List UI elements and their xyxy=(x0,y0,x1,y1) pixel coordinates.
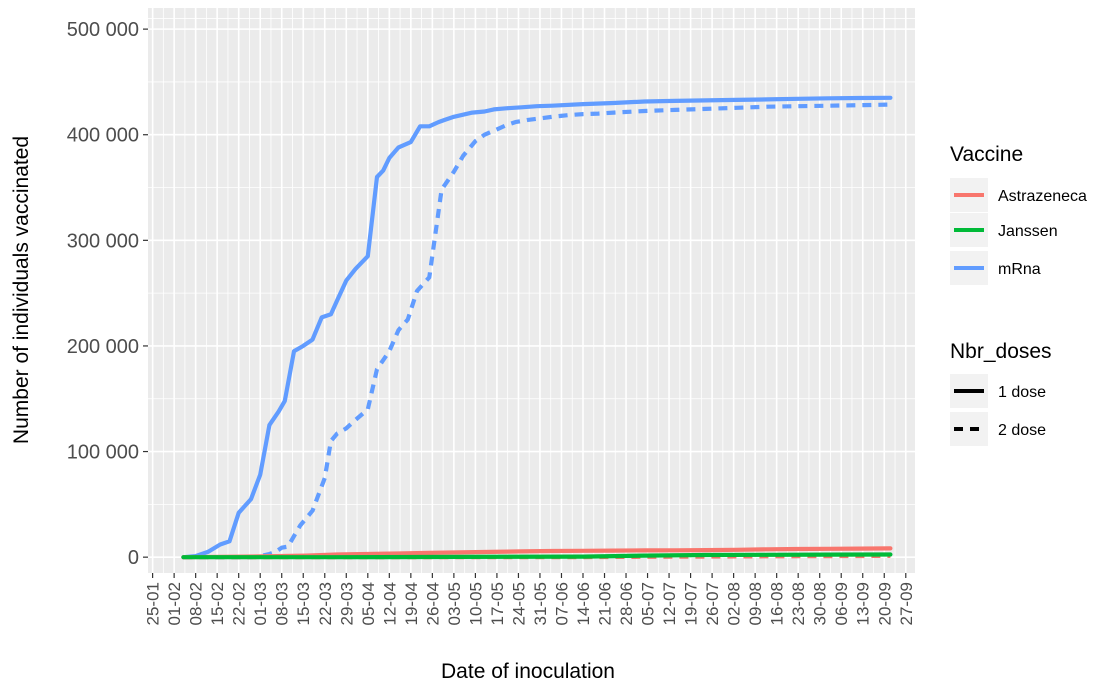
y-tick-label: 200 000 xyxy=(67,336,139,358)
x-tick-label: 13-09 xyxy=(854,582,873,625)
x-tick-label: 22-03 xyxy=(316,582,335,625)
x-tick-label: 23-08 xyxy=(789,582,808,625)
legend-doses: Nbr_doses 1 dose 2 dose xyxy=(950,340,1052,446)
x-tick-label: 12-07 xyxy=(660,582,679,625)
series-line-janssen-1dose xyxy=(181,552,893,560)
x-tick-label: 15-02 xyxy=(208,582,227,625)
x-axis: 25-01 01-02 08-02 15-02 22-02 01-03 08-03 15-03… xyxy=(144,573,916,625)
x-tick-label: 29-03 xyxy=(337,582,356,625)
x-tick-label: 19-04 xyxy=(402,582,421,625)
y-tick-label: 400 000 xyxy=(67,125,139,147)
x-tick-label: 22-02 xyxy=(230,582,249,625)
x-tick-label: 31-05 xyxy=(531,582,550,625)
y-tick-label: 0 xyxy=(128,547,139,569)
x-tick-label: 10-05 xyxy=(466,582,485,625)
x-tick-label: 08-02 xyxy=(187,582,206,625)
plot-panel xyxy=(148,8,915,573)
x-tick-label: 09-08 xyxy=(746,582,765,625)
x-tick-label: 02-08 xyxy=(725,582,744,625)
x-tick-label: 07-06 xyxy=(552,582,571,625)
series-line-astrazeneca-1dose xyxy=(181,546,893,560)
x-tick-label: 01-03 xyxy=(251,582,270,625)
legend-label-1dose: 1 dose xyxy=(998,384,1046,401)
x-tick-label: 26-07 xyxy=(703,582,722,625)
x-tick-label: 16-08 xyxy=(768,582,787,625)
legend-vaccine-title: Vaccine xyxy=(950,143,1023,166)
y-tick-label: 500 000 xyxy=(67,19,139,41)
x-tick-label: 17-05 xyxy=(488,582,507,625)
x-tick-label: 19-07 xyxy=(682,582,701,625)
x-tick-label: 28-06 xyxy=(617,582,636,625)
x-tick-label: 24-05 xyxy=(509,582,528,625)
series-line-mrna-1dose xyxy=(181,95,893,560)
x-tick-label: 03-05 xyxy=(445,582,464,625)
x-tick-label: 06-09 xyxy=(832,582,851,625)
x-tick-label: 15-03 xyxy=(294,582,313,625)
x-tick-label: 12-04 xyxy=(380,582,399,625)
x-tick-label: 21-06 xyxy=(596,582,615,625)
y-axis-title: Number of individuals vaccinated xyxy=(10,136,33,444)
legend-label-mrna: mRna xyxy=(998,261,1041,278)
legend-doses-title: Nbr_doses xyxy=(950,340,1052,363)
series-line-mrna-2dose xyxy=(183,102,891,560)
legend-label-astrazeneca: Astrazeneca xyxy=(998,188,1087,205)
x-tick-label: 05-07 xyxy=(639,582,658,625)
series-layer xyxy=(181,95,893,560)
grid-minor xyxy=(148,8,915,573)
legend-label-janssen: Janssen xyxy=(998,223,1058,240)
x-tick-label: 30-08 xyxy=(811,582,830,625)
x-tick-label: 27-09 xyxy=(897,582,916,625)
x-tick-label: 14-06 xyxy=(574,582,593,625)
legend-label-2dose: 2 dose xyxy=(998,422,1046,439)
legend-vaccine: Vaccine Astrazeneca Janssen mRna xyxy=(950,143,1087,285)
y-axis: 0 100 000 200 000 300 000 400 000 500 000 xyxy=(67,19,148,569)
x-axis-title: Date of inoculation xyxy=(441,660,615,683)
x-tick-label: 01-02 xyxy=(165,582,184,625)
x-tick-label: 25-01 xyxy=(144,582,163,625)
x-tick-label: 20-09 xyxy=(875,582,894,625)
y-tick-label: 100 000 xyxy=(67,442,139,464)
x-tick-label: 26-04 xyxy=(423,582,442,625)
y-tick-label: 300 000 xyxy=(67,230,139,252)
x-tick-label: 08-03 xyxy=(273,582,292,625)
x-tick-label: 05-04 xyxy=(359,582,378,625)
